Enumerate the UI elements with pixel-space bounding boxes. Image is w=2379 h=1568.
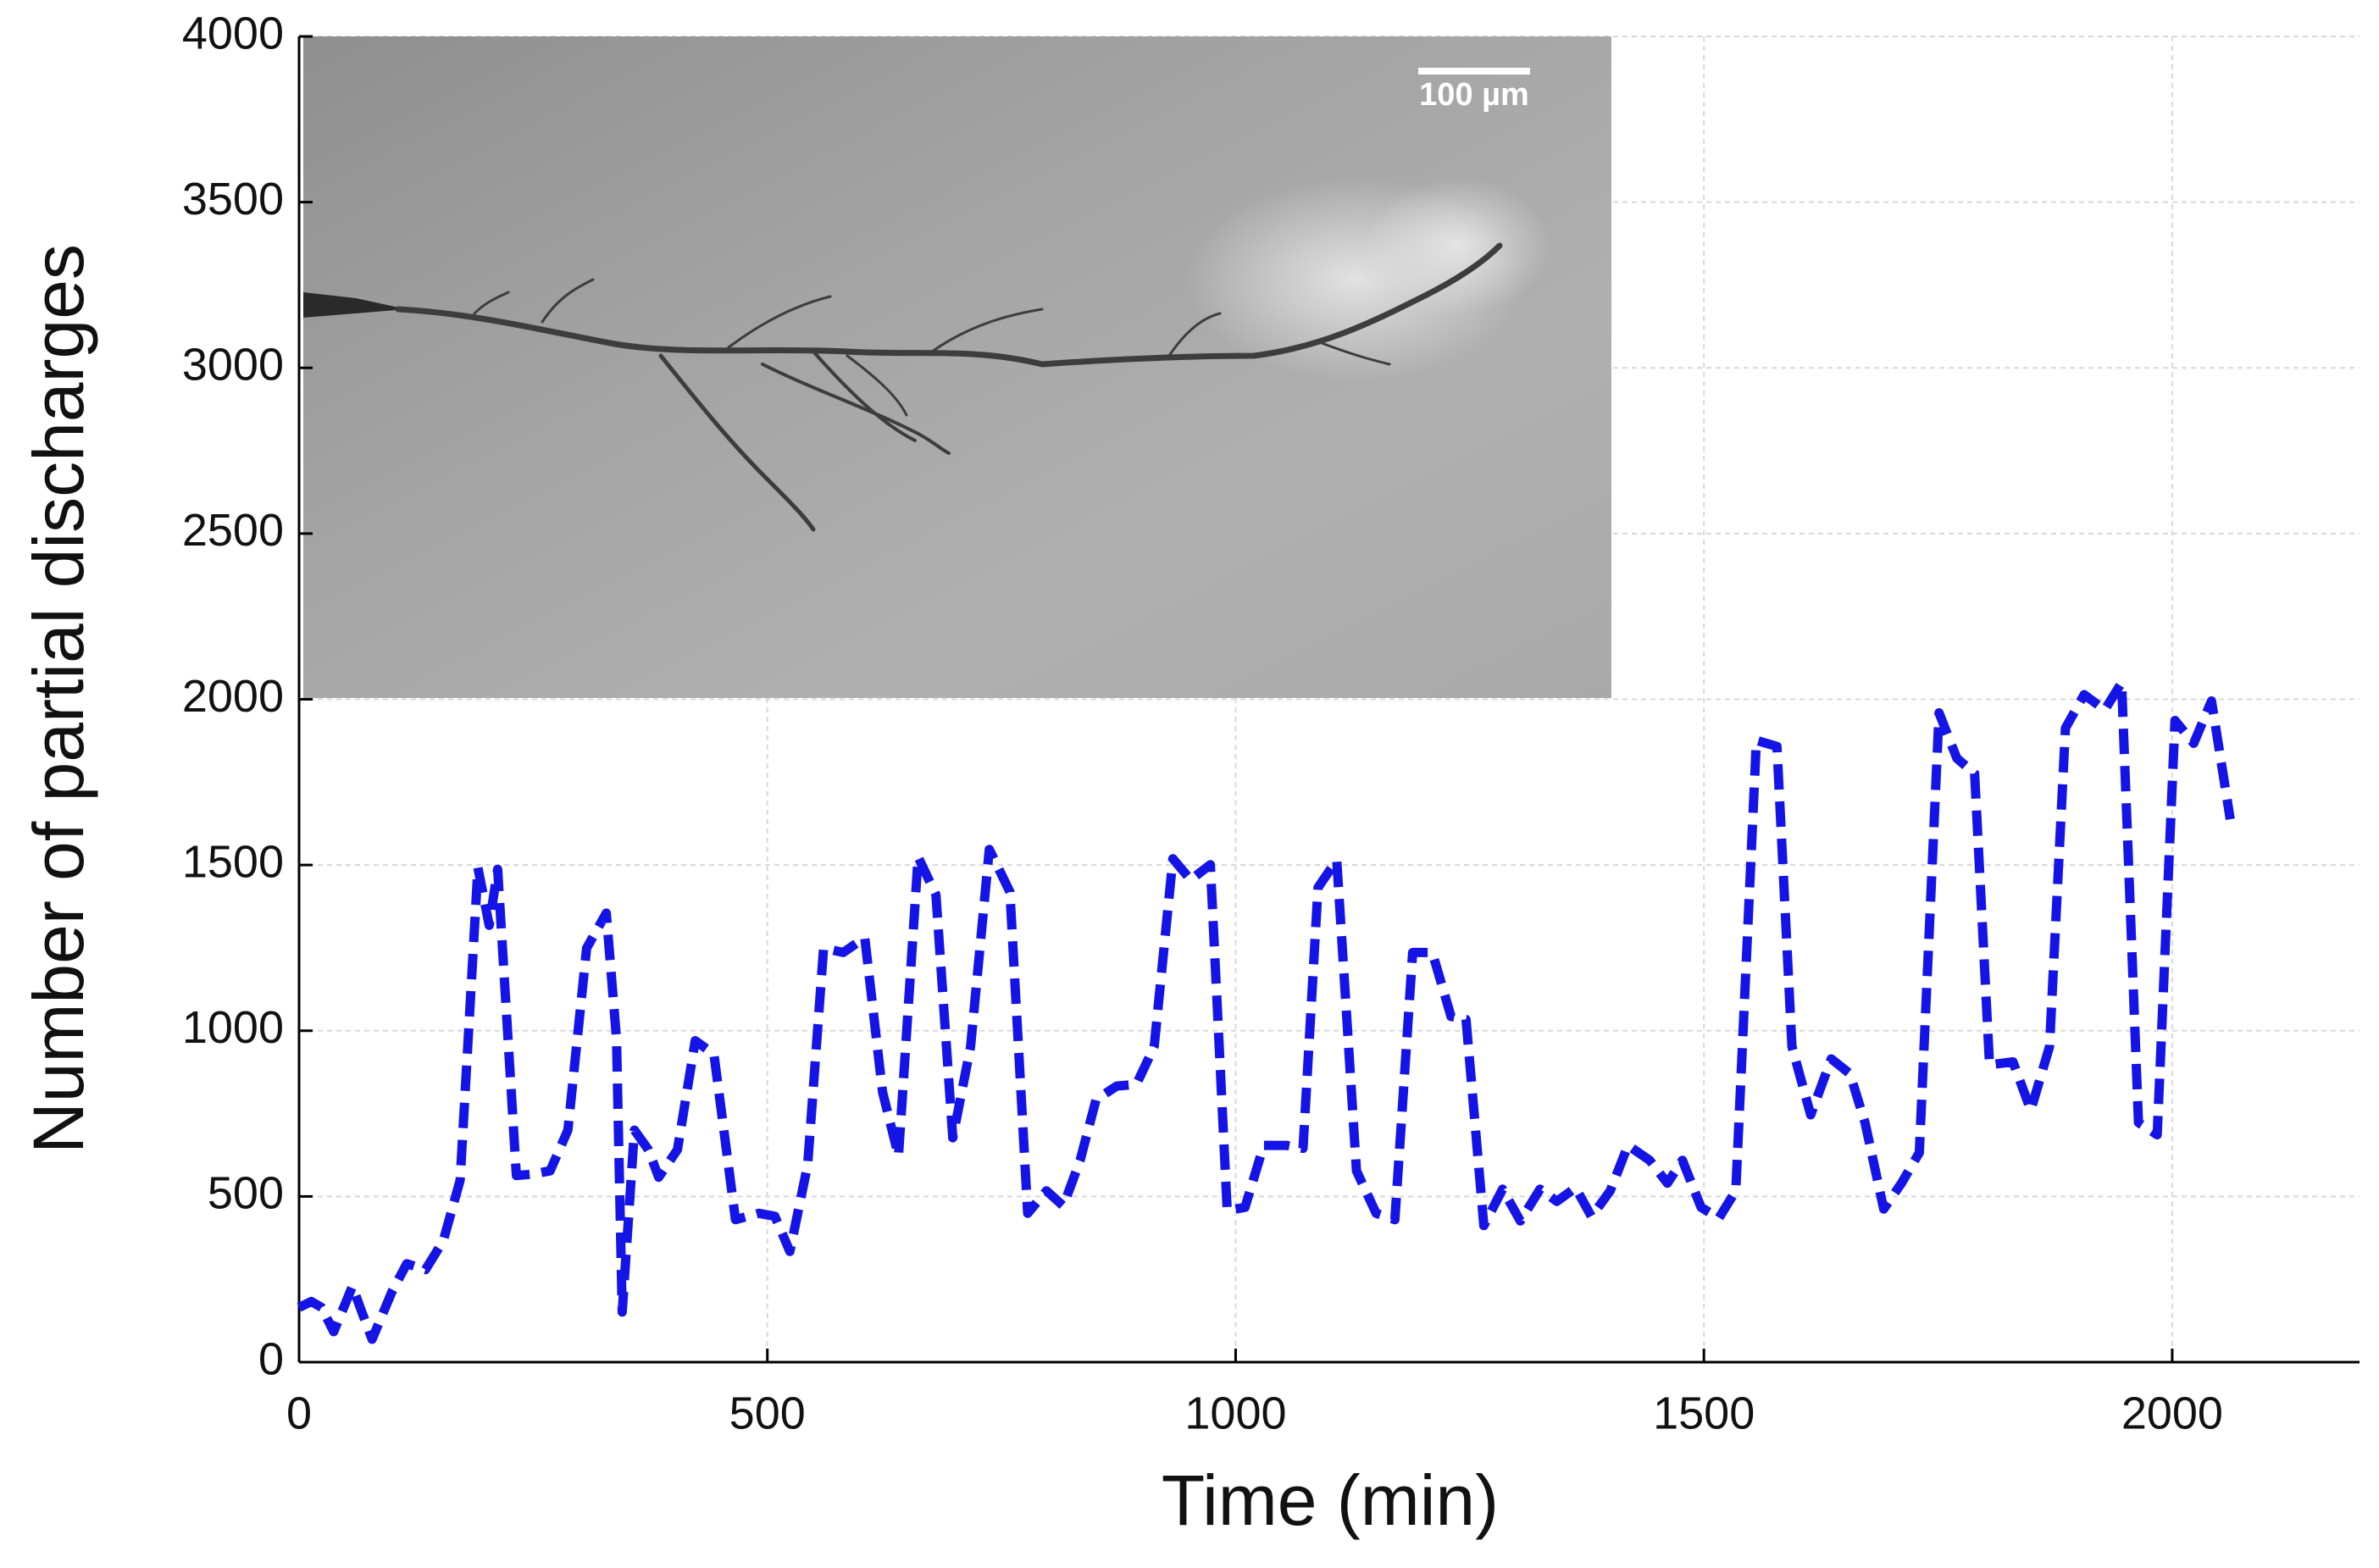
x-tick-label: 1500 — [1653, 1388, 1755, 1438]
y-tick-label: 2500 — [182, 505, 284, 556]
y-tick-label: 4000 — [182, 8, 284, 58]
y-tick-label: 1500 — [182, 836, 284, 887]
y-tick-label: 0 — [258, 1333, 284, 1384]
x-tick-label: 500 — [729, 1388, 806, 1438]
x-tick-label: 1000 — [1184, 1388, 1286, 1438]
y-tick-label: 500 — [208, 1168, 284, 1219]
y-tick-label: 1000 — [182, 1002, 284, 1053]
y-axis-title: Number of partial discharges — [19, 244, 98, 1154]
x-tick-label: 0 — [286, 1388, 312, 1438]
y-tick-label: 2000 — [182, 671, 284, 722]
y-tick-label: 3500 — [182, 174, 284, 224]
x-axis-title: Time (min) — [1162, 1460, 1499, 1540]
y-tick-label: 3000 — [182, 340, 284, 391]
inset-photo: 100 µm — [303, 36, 1611, 698]
electrical-tree — [395, 242, 1503, 532]
axes: 0 500 1000 1500 2000 2500 3000 3500 4000 0 500 1000… — [182, 8, 2360, 1438]
x-tick-label: 2000 — [2121, 1388, 2223, 1438]
electrode-tip — [303, 292, 407, 318]
photo-bright-region — [1364, 178, 1550, 313]
data-line — [297, 678, 2235, 1344]
scale-bar-label: 100 µm — [1419, 77, 1529, 113]
